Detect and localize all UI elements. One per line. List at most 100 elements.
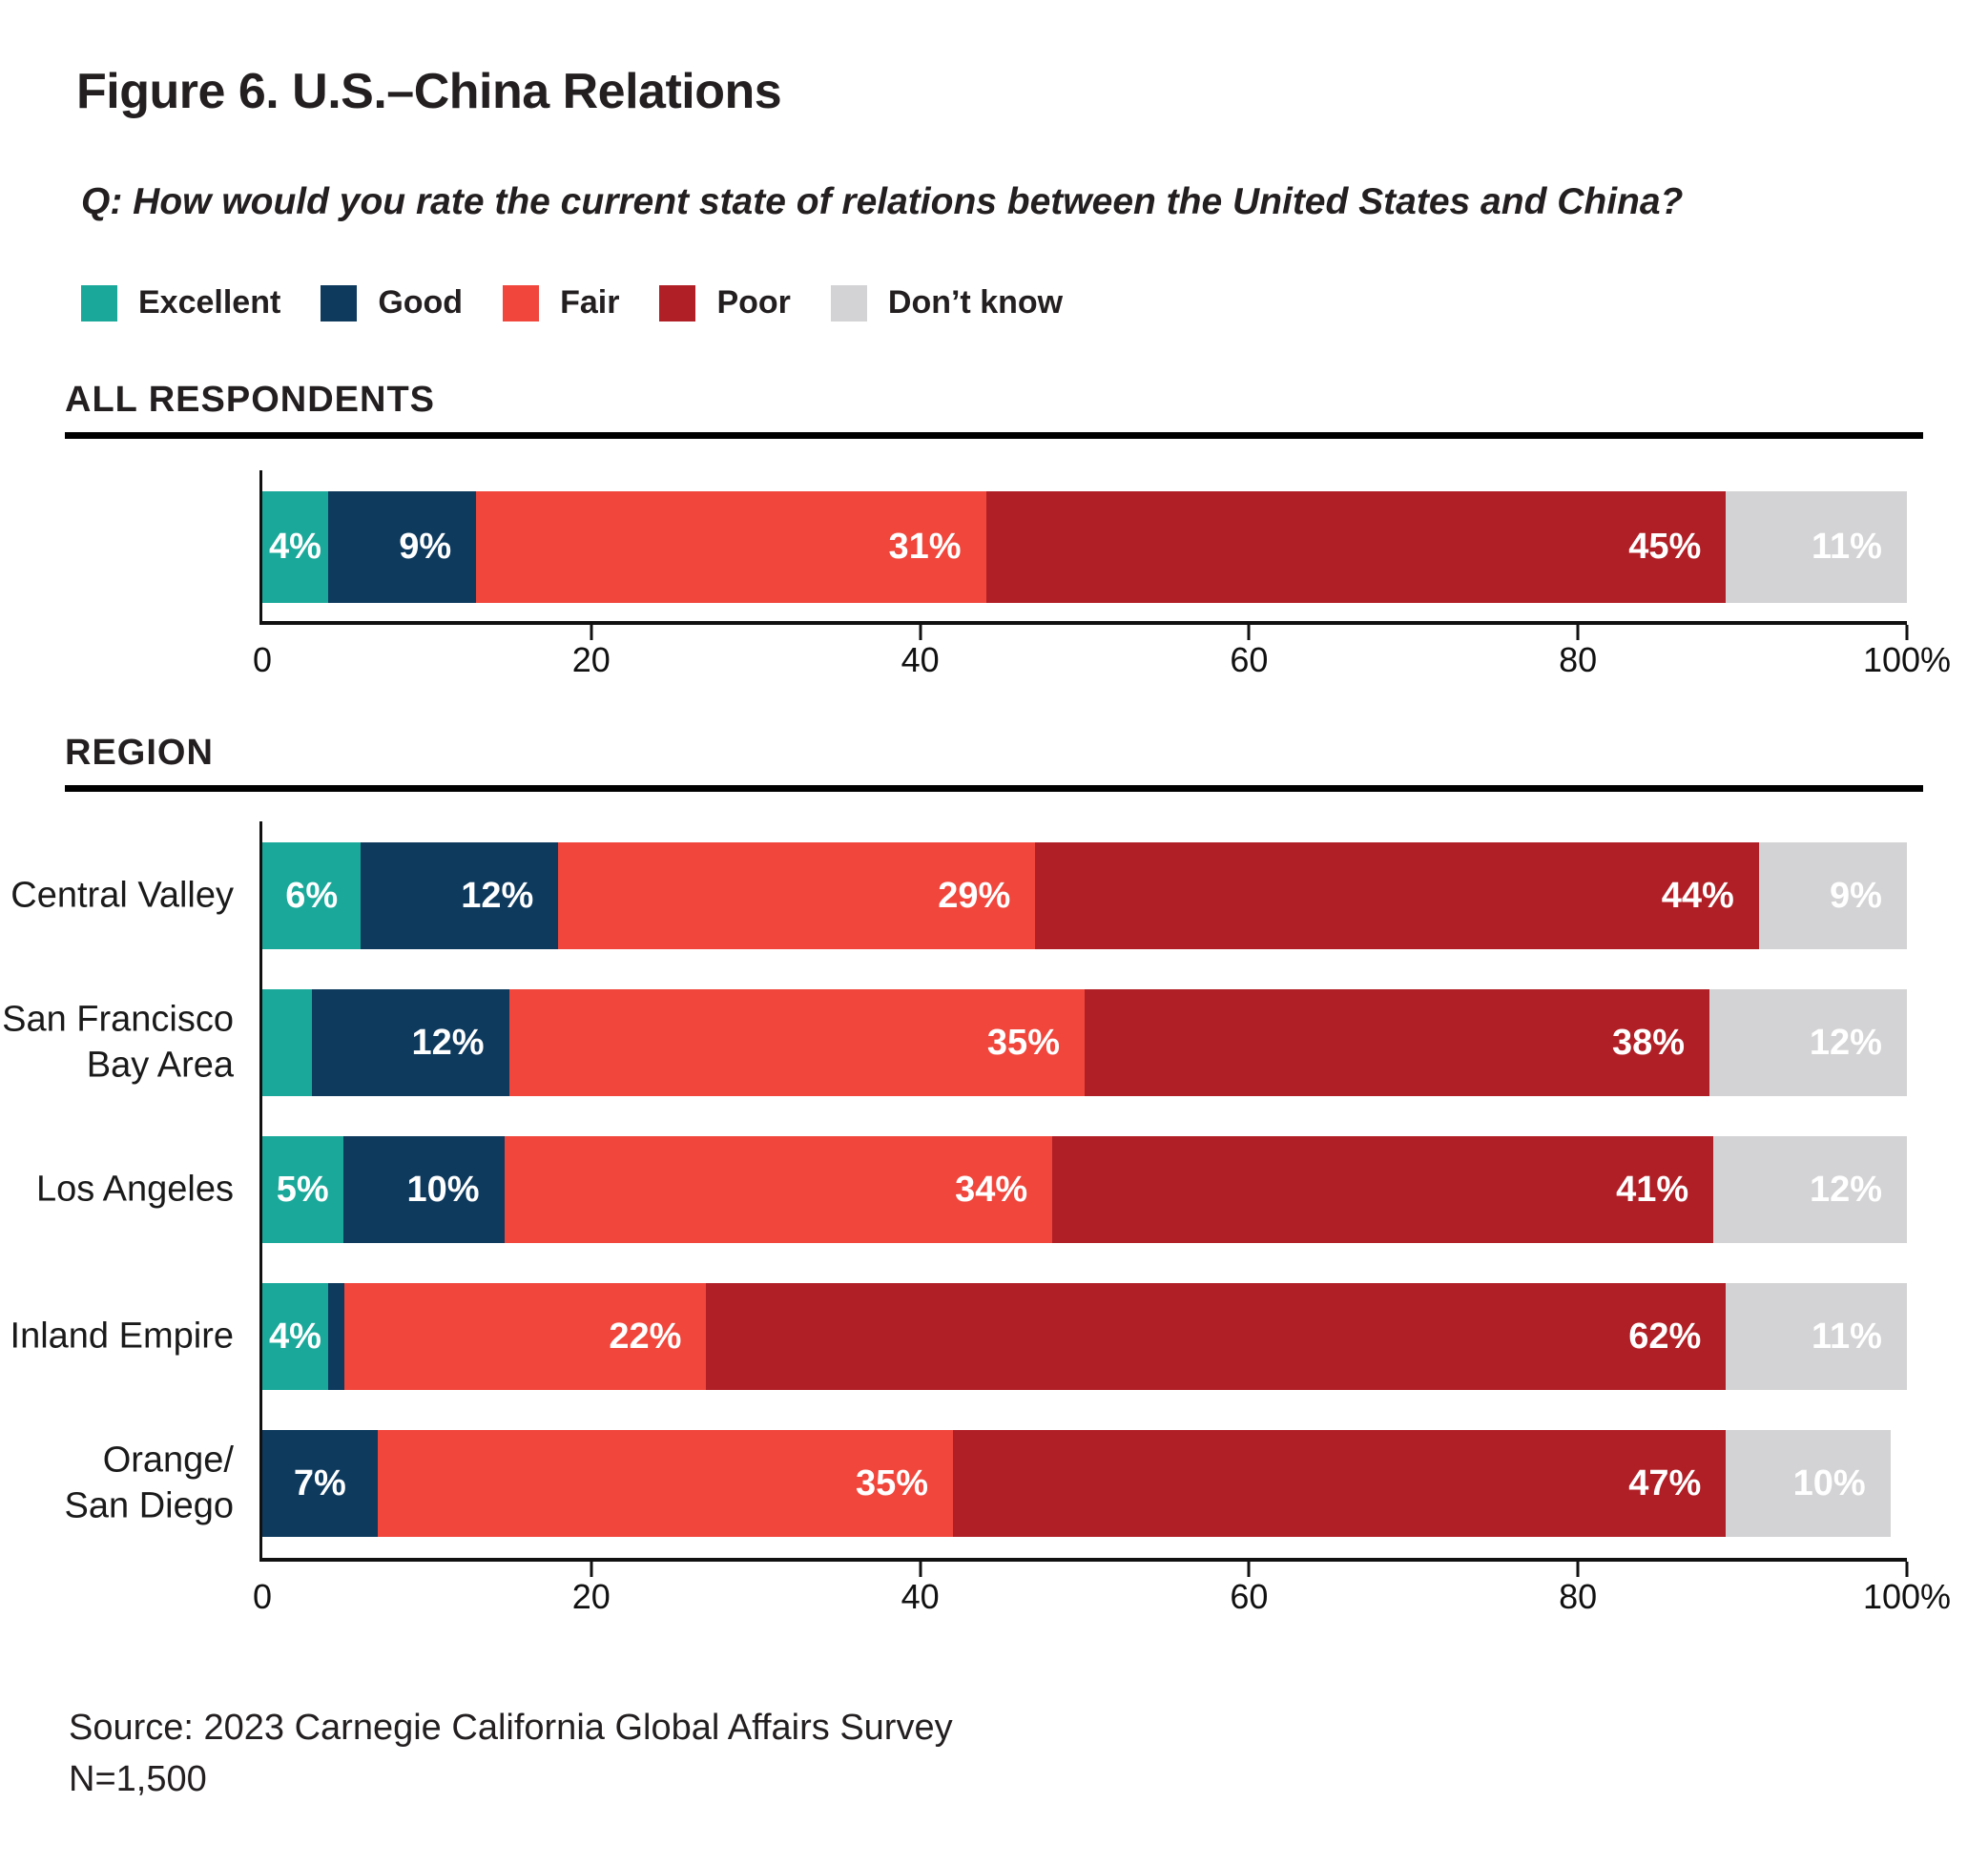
axis-tick-label: 20: [571, 1577, 611, 1616]
segment-value-label: 11%: [1812, 527, 1882, 567]
bar-segment-fair: 34%: [504, 1136, 1053, 1243]
bar-row-orange: Orange/ San Diego 7% 35% 47% 10%: [65, 1430, 1907, 1537]
segment-value-label: 38%: [1612, 1022, 1686, 1063]
segment-value-label: 22%: [609, 1316, 682, 1357]
segment-value-label: 12%: [411, 1022, 485, 1063]
bar-row-all-respondents: 4% 9% 31% 45% 11%: [262, 491, 1907, 603]
bar-segment-poor: 62%: [706, 1283, 1727, 1390]
legend-item-poor: Poor: [659, 284, 791, 321]
bar-segment-excellent: 6%: [262, 842, 362, 949]
axis-tick: [1247, 1562, 1251, 1577]
axis-tick-label: 60: [1230, 640, 1269, 679]
bar-segment-dont-know: 12%: [1713, 1136, 1907, 1243]
axis-tick: [590, 625, 593, 640]
axis-tick-label: 60: [1230, 1577, 1269, 1616]
bar-segment-excellent: 5%: [262, 1136, 343, 1243]
axis-tick: [1576, 1562, 1580, 1577]
bar-segment-fair: 29%: [558, 842, 1036, 949]
bar-row-inland-empire: Inland Empire 4% 22% 62% 11%: [10, 1283, 1907, 1390]
segment-value-label: 45%: [1628, 527, 1702, 567]
legend-label: Good: [378, 284, 464, 321]
row-label: Inland Empire: [10, 1316, 234, 1357]
axis-tick: [1905, 1562, 1909, 1577]
bar-segment-excellent: [262, 989, 312, 1096]
bar-segment-fair: 31%: [476, 491, 986, 603]
bar-segment-dont-know: 11%: [1726, 491, 1907, 603]
legend: Excellent Good Fair Poor Don’t know: [81, 284, 1063, 321]
figure-title: Figure 6. U.S.–China Relations: [76, 64, 782, 119]
bar-segment-poor: 41%: [1052, 1136, 1714, 1243]
row-label: Central Valley: [10, 875, 234, 916]
segment-value-label: 5%: [276, 1169, 329, 1210]
bar-segment-poor: 38%: [1084, 989, 1710, 1096]
legend-swatch-poor: [659, 284, 696, 321]
legend-item-dont-know: Don’t know: [830, 284, 1064, 321]
bar-segment-fair: 22%: [344, 1283, 707, 1390]
sample-size-note: N=1,500: [69, 1759, 207, 1799]
bar-segment-poor: 44%: [1035, 842, 1759, 949]
axis-tick-label: 0: [252, 640, 273, 679]
axis-tick: [919, 625, 922, 640]
axis-tick-label: 100%: [1862, 1577, 1952, 1616]
legend-item-fair: Fair: [503, 284, 619, 321]
bar-row-los-angeles: Los Angeles 5% 10% 34% 41% 12%: [36, 1136, 1907, 1243]
axis-tick-label: 80: [1559, 640, 1598, 679]
segment-value-label: 4%: [269, 527, 321, 567]
legend-swatch-fair: [503, 284, 540, 321]
survey-question: Q: How would you rate the current state …: [81, 181, 1684, 222]
bar-segment-good: 12%: [361, 842, 559, 949]
row-label: Orange/ San Diego: [64, 1440, 234, 1526]
legend-item-good: Good: [321, 284, 463, 321]
axis-tick: [590, 1562, 593, 1577]
axis-tick-label: 100%: [1862, 640, 1952, 679]
segment-value-label: 6%: [285, 875, 339, 916]
bar-segment-poor: 47%: [953, 1430, 1727, 1537]
section-heading-all-respondents: ALL RESPONDENTS: [65, 380, 436, 420]
segment-value-label: 10%: [1792, 1462, 1866, 1503]
section-heading-region: REGION: [65, 733, 214, 773]
bar-segment-fair: 35%: [508, 989, 1085, 1096]
segment-value-label: 9%: [399, 527, 452, 567]
axis-tick: [1247, 625, 1251, 640]
bar-segment-poor: 45%: [985, 491, 1727, 603]
bar-segment-good: [327, 1283, 345, 1390]
segment-value-label: 12%: [1809, 1169, 1882, 1210]
segment-value-label: 35%: [856, 1462, 929, 1503]
source-note: Source: 2023 Carnegie California Global …: [69, 1708, 953, 1748]
bar-segment-excellent: 4%: [262, 491, 328, 603]
legend-label: Poor: [716, 284, 791, 321]
bar-row-central-valley: Central Valley 6% 12% 29% 44% 9%: [10, 842, 1907, 949]
bar-segment-dont-know: 12%: [1709, 989, 1907, 1096]
axis-tick-label: 40: [901, 1577, 940, 1616]
segment-value-label: 9%: [1830, 875, 1882, 916]
bar-segment-good: 12%: [311, 989, 509, 1096]
row-label: Los Angeles: [35, 1169, 234, 1210]
segment-value-label: 47%: [1628, 1462, 1702, 1503]
section-rule: [65, 432, 1923, 439]
segment-value-label: 41%: [1616, 1169, 1689, 1210]
legend-label: Excellent: [138, 284, 281, 321]
axis-tick-label: 40: [901, 640, 940, 679]
legend-swatch-dont-know: [830, 284, 867, 321]
axis-tick: [919, 1562, 922, 1577]
axis-tick-label: 80: [1559, 1577, 1598, 1616]
axis-tick: [1905, 625, 1909, 640]
bar-segment-fair: 35%: [377, 1430, 954, 1537]
row-label: San Francisco Bay Area: [2, 999, 234, 1086]
segment-value-label: 4%: [269, 1316, 321, 1357]
bar-segment-good: 7%: [262, 1430, 378, 1537]
segment-value-label: 31%: [888, 527, 962, 567]
legend-swatch-excellent: [81, 284, 117, 321]
bar-segment-excellent: 4%: [262, 1283, 328, 1390]
bar-segment-good: 10%: [342, 1136, 505, 1243]
legend-label: Don’t know: [887, 284, 1064, 321]
segment-value-label: 62%: [1628, 1316, 1702, 1357]
segment-value-label: 35%: [986, 1022, 1060, 1063]
legend-swatch-good: [321, 284, 358, 321]
bar-row-san-francisco: San Francisco Bay Area 12% 35% 38% 12%: [2, 989, 1907, 1096]
axis-tick-label: 0: [252, 1577, 273, 1616]
bar-segment-good: 9%: [327, 491, 477, 603]
segment-value-label: 12%: [461, 875, 534, 916]
segment-value-label: 10%: [406, 1169, 480, 1210]
